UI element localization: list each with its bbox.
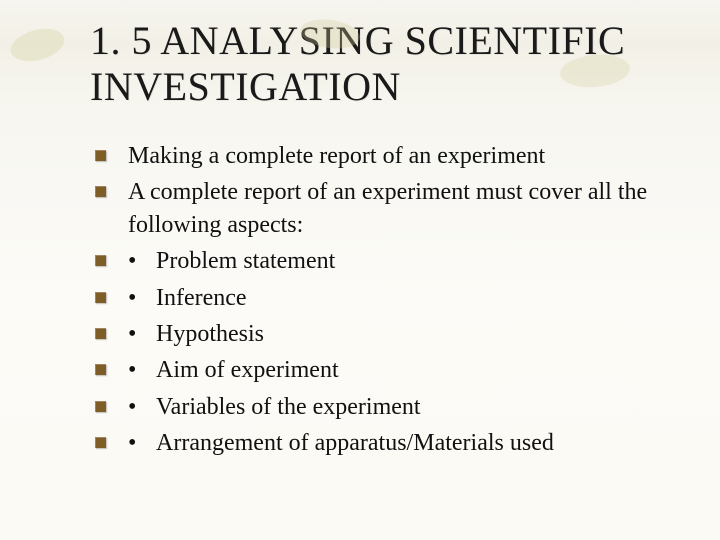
bullet-text: •Problem statement [128, 245, 675, 277]
bullet-text: •Arrangement of apparatus/Materials used [128, 427, 675, 459]
sub-bullet-icon: • [128, 318, 156, 350]
bullet-text: A complete report of an experiment must … [128, 176, 675, 241]
list-item: A complete report of an experiment must … [95, 176, 675, 241]
list-item: •Inference [95, 282, 675, 314]
bullet-text: •Aim of experiment [128, 354, 675, 386]
slide: 1. 5 ANALYSING SCIENTIFIC INVESTIGATION … [0, 0, 720, 540]
square-bullet-icon [95, 150, 106, 161]
list-item: •Arrangement of apparatus/Materials used [95, 427, 675, 459]
sub-bullet-text: Aim of experiment [156, 354, 675, 386]
square-bullet-icon [95, 255, 106, 266]
slide-title: 1. 5 ANALYSING SCIENTIFIC INVESTIGATION [90, 18, 680, 110]
bullet-text: •Hypothesis [128, 318, 675, 350]
sub-bullet-text: Arrangement of apparatus/Materials used [156, 427, 675, 459]
list-item: •Problem statement [95, 245, 675, 277]
bullet-text: •Variables of the experiment [128, 391, 675, 423]
sub-bullet-icon: • [128, 354, 156, 386]
list-item: Making a complete report of an experimen… [95, 140, 675, 172]
square-bullet-icon [95, 186, 106, 197]
square-bullet-icon [95, 437, 106, 448]
list-item: •Variables of the experiment [95, 391, 675, 423]
square-bullet-icon [95, 364, 106, 375]
sub-bullet-icon: • [128, 427, 156, 459]
sub-bullet-text: Problem statement [156, 245, 675, 277]
list-item: •Aim of experiment [95, 354, 675, 386]
sub-bullet-icon: • [128, 282, 156, 314]
square-bullet-icon [95, 328, 106, 339]
square-bullet-icon [95, 401, 106, 412]
sub-bullet-text: Variables of the experiment [156, 391, 675, 423]
sub-bullet-icon: • [128, 391, 156, 423]
sub-bullet-icon: • [128, 245, 156, 277]
bullet-list: Making a complete report of an experimen… [95, 140, 675, 460]
bullet-text: •Inference [128, 282, 675, 314]
list-item: •Hypothesis [95, 318, 675, 350]
sub-bullet-text: Inference [156, 282, 675, 314]
leaf-icon [7, 23, 68, 66]
bullet-text: Making a complete report of an experimen… [128, 140, 675, 172]
sub-bullet-text: Hypothesis [156, 318, 675, 350]
square-bullet-icon [95, 292, 106, 303]
